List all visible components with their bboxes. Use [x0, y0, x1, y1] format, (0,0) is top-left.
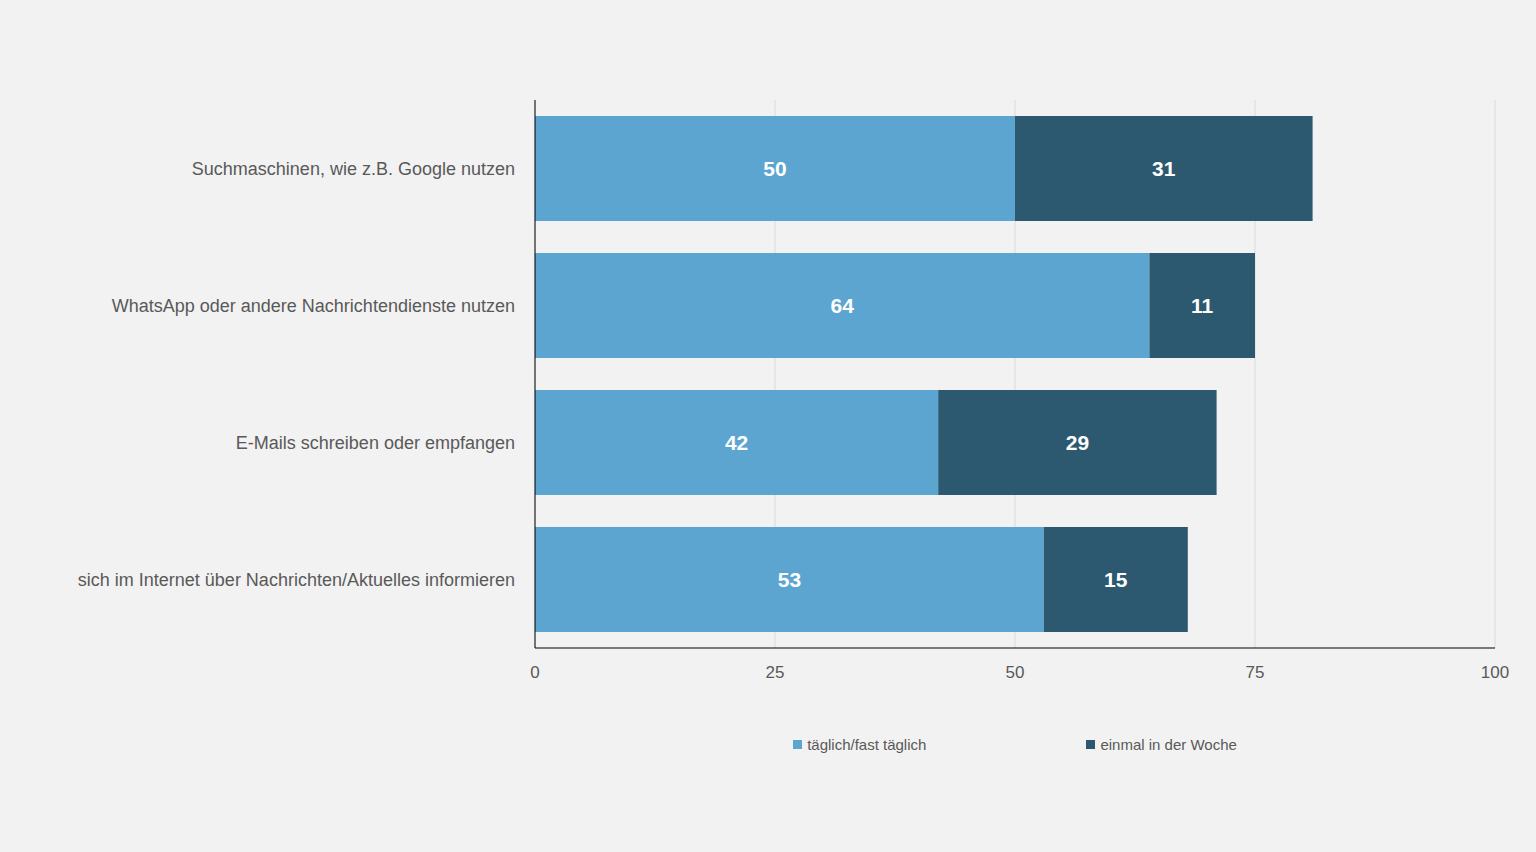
- svg-text:sich im Internet über Nachrich: sich im Internet über Nachrichten/Aktuel…: [78, 570, 515, 590]
- svg-text:53: 53: [778, 568, 801, 591]
- svg-text:42: 42: [725, 431, 748, 454]
- svg-text:50: 50: [1006, 663, 1025, 682]
- svg-text:E-Mails schreiben oder empfang: E-Mails schreiben oder empfangen: [236, 433, 515, 453]
- svg-text:11: 11: [1191, 294, 1214, 317]
- svg-text:100: 100: [1481, 663, 1509, 682]
- svg-text:31: 31: [1152, 157, 1176, 180]
- svg-text:29: 29: [1066, 431, 1089, 454]
- svg-text:50: 50: [763, 157, 786, 180]
- svg-text:64: 64: [831, 294, 855, 317]
- html-text:einmal in der Woche: einmal in der Woche: [1100, 736, 1237, 753]
- html-text:täglich/fast täglich: täglich/fast täglich: [807, 736, 927, 753]
- svg-text:15: 15: [1104, 568, 1128, 591]
- svg-text:0: 0: [530, 663, 539, 682]
- svg-text:25: 25: [766, 663, 785, 682]
- svg-text:Suchmaschinen, wie z.B. Google: Suchmaschinen, wie z.B. Google nutzen: [192, 159, 515, 179]
- svg-text:WhatsApp oder andere Nachricht: WhatsApp oder andere Nachrichtendienste …: [112, 296, 515, 316]
- svg-text:75: 75: [1246, 663, 1265, 682]
